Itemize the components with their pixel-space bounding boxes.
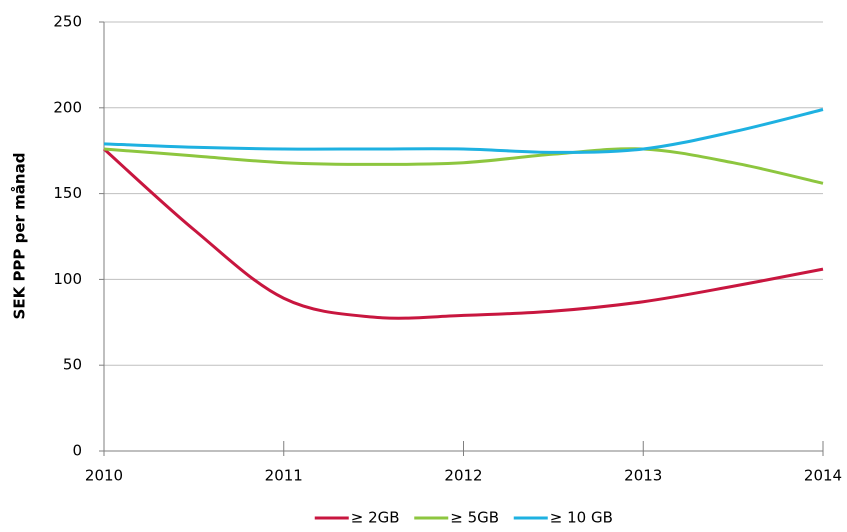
- x-tick-label: 2012: [444, 467, 482, 485]
- series-line: [103, 147, 824, 185]
- y-tick-label: 250: [53, 13, 82, 31]
- x-tick-label: 2013: [624, 467, 662, 485]
- y-tick-label: 50: [63, 356, 82, 374]
- y-axis-label: SEK PPP per månad: [11, 153, 29, 320]
- legend-label: ≥ 2GB: [351, 509, 400, 527]
- series-line: [102, 147, 824, 320]
- y-tick-label: 150: [53, 184, 82, 202]
- x-tick-label: 2010: [85, 467, 123, 485]
- series-line: [103, 108, 824, 154]
- y-tick-label: 0: [72, 442, 82, 460]
- y-tick-label: 100: [53, 270, 82, 288]
- y-tick-label: 200: [53, 98, 82, 116]
- legend-label: ≥ 10 GB: [550, 509, 613, 527]
- x-tick-label: 2011: [265, 467, 303, 485]
- legend-label: ≥ 5GB: [450, 509, 499, 527]
- x-tick-label: 2014: [804, 467, 842, 485]
